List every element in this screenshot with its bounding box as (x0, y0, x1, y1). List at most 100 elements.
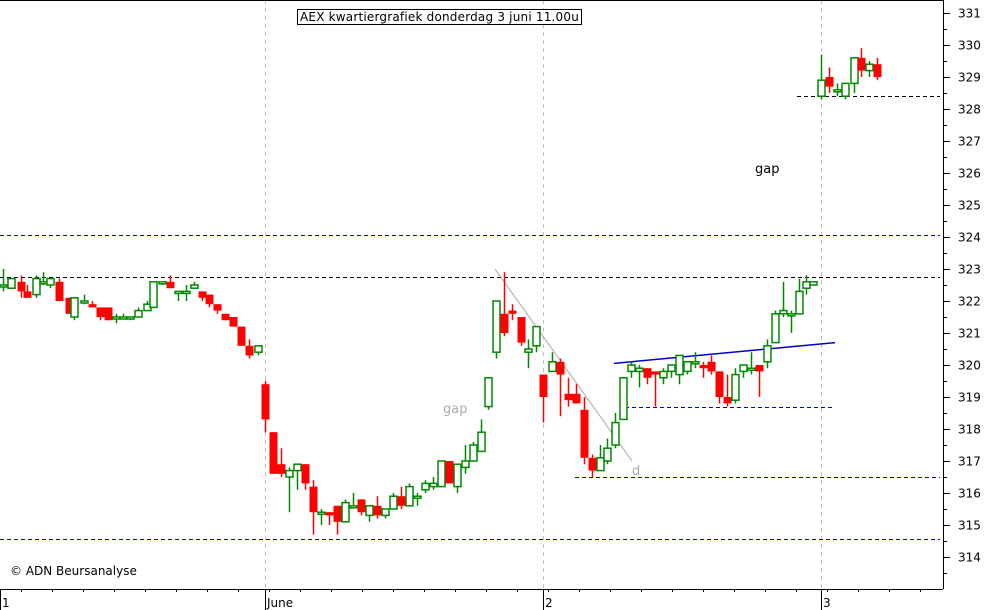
candle-body (80, 300, 89, 304)
y-tick-label: 326 (958, 167, 981, 181)
candle-down (825, 67, 834, 93)
candle-down (309, 480, 318, 535)
candle-body (755, 365, 764, 372)
candle-down (873, 57, 882, 81)
candle-body (437, 460, 446, 488)
candle-body (817, 79, 826, 97)
candle-body (619, 377, 628, 421)
candle-body (7, 277, 16, 289)
candle-body (580, 409, 589, 458)
candle-up (865, 61, 874, 77)
candle-up (158, 281, 167, 285)
candle-body (675, 354, 684, 376)
candle-body (667, 364, 676, 373)
candle-body (413, 495, 422, 499)
y-tick-label: 318 (958, 423, 981, 437)
y-tick-label: 323 (958, 263, 981, 277)
copyright-label: © ADN Beursanalyse (10, 564, 137, 578)
candle-body (166, 281, 175, 289)
candle-body (65, 297, 74, 314)
candle-down (198, 291, 207, 301)
candle-body (739, 364, 748, 373)
candle-down (500, 272, 509, 337)
candle-body (119, 316, 128, 320)
candle-down (277, 448, 286, 477)
candle-body (104, 307, 113, 321)
candle-up (659, 368, 668, 385)
y-tick-label: 322 (958, 295, 981, 309)
candle-down (564, 377, 573, 407)
candle-up (254, 345, 263, 356)
candle-up (739, 364, 748, 378)
candle-up (524, 339, 533, 369)
candle-body (699, 365, 708, 369)
annotation-label: d (632, 464, 641, 479)
y-tick-label: 316 (958, 487, 981, 501)
candle-body (261, 384, 270, 420)
candle-up (771, 310, 780, 344)
candle-body (88, 304, 97, 308)
candle-up (437, 460, 446, 488)
candle-down (857, 48, 866, 77)
candle-down (445, 461, 454, 484)
candle-body (539, 374, 548, 397)
candle-down (333, 505, 342, 535)
y-tick-label: 331 (958, 7, 981, 21)
candle-up (413, 493, 422, 506)
candle-body (134, 309, 143, 318)
candle-up (469, 441, 478, 462)
candle-up (365, 505, 374, 522)
candle-body (317, 511, 326, 515)
candle-up (381, 508, 390, 519)
candle-body (484, 377, 493, 408)
candle-up (809, 281, 818, 286)
candle-up (112, 313, 121, 324)
candle-body (500, 313, 509, 333)
candle-up (731, 368, 740, 404)
candle-down (572, 384, 581, 404)
candle-body (850, 57, 859, 85)
candle-body (96, 307, 105, 317)
candle-body (572, 393, 581, 404)
candle-up (421, 480, 430, 493)
candle-body (158, 281, 167, 285)
candle-body (469, 444, 478, 462)
candle-up (850, 57, 859, 93)
candle-body (588, 457, 597, 471)
candle-up (174, 290, 183, 301)
candle-up (841, 82, 850, 100)
candle-up (691, 352, 700, 369)
candle-up (779, 281, 788, 317)
candle-body (556, 361, 565, 375)
candle-body (421, 482, 430, 491)
candle-up (611, 413, 620, 449)
y-tick-label: 325 (958, 199, 981, 213)
candle-up (603, 438, 612, 465)
candle-up (0, 269, 8, 292)
candle-body (651, 371, 660, 375)
candle-body (174, 290, 183, 295)
candle-down (580, 397, 589, 465)
candle-up (833, 83, 842, 97)
candle-down (651, 371, 660, 407)
candle-up (405, 483, 414, 507)
candle-body (182, 290, 191, 295)
candle-down (261, 381, 270, 433)
candle-up (548, 352, 557, 373)
candle-body (429, 482, 438, 488)
candle-up (119, 313, 128, 320)
candle-up (817, 54, 826, 100)
candle-body (245, 345, 254, 356)
candle-body (865, 63, 874, 72)
candle-down (699, 361, 708, 378)
candle-body (643, 368, 652, 378)
candle-up (477, 419, 486, 453)
candle-body (32, 277, 41, 296)
annotation-label: gap (755, 162, 780, 177)
candle-body (254, 345, 263, 353)
candle-body (779, 309, 788, 315)
candle-body (564, 393, 573, 401)
candle-up (802, 275, 811, 295)
